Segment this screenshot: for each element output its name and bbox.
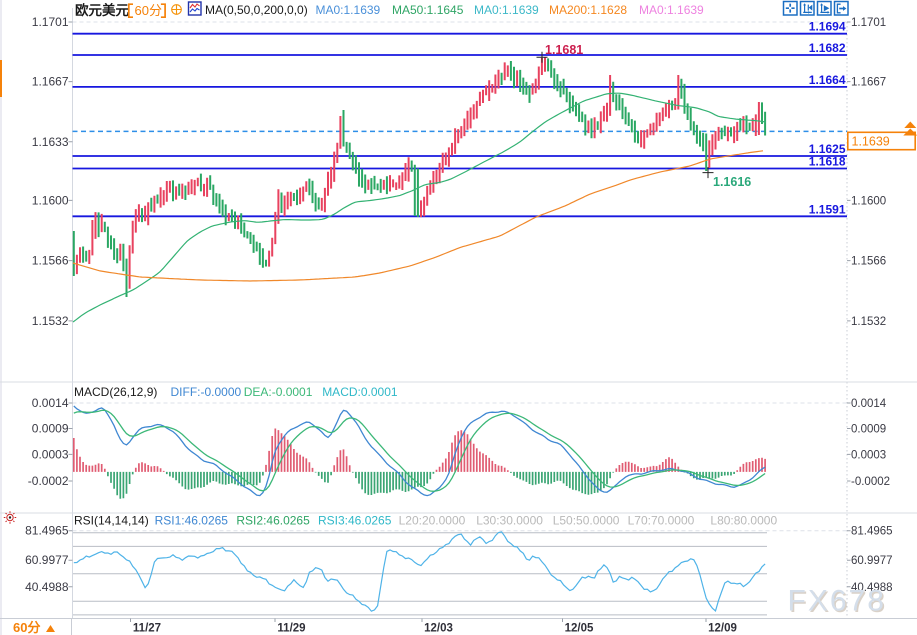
svg-text:1.1664: 1.1664: [809, 73, 846, 87]
svg-text:60.9977: 60.9977: [25, 553, 69, 567]
svg-text:MA0:1.1639: MA0:1.1639: [316, 3, 381, 17]
svg-text:1.1616: 1.1616: [713, 175, 751, 189]
svg-text:60分: 60分: [13, 620, 40, 635]
svg-text:1.1633: 1.1633: [32, 135, 69, 149]
svg-text:L30:30.0000: L30:30.0000: [476, 514, 543, 528]
svg-text:L80:80.0000: L80:80.0000: [710, 514, 777, 528]
svg-text:0.0003: 0.0003: [32, 447, 69, 461]
svg-text:DEA:-0.0001: DEA:-0.0001: [244, 385, 313, 399]
svg-text:1.1618: 1.1618: [809, 155, 846, 169]
svg-text:MA200:1.1628: MA200:1.1628: [549, 3, 627, 17]
svg-text:MA(0,50,0,200,0,0): MA(0,50,0,200,0,0): [205, 3, 308, 17]
svg-text:40.4988: 40.4988: [25, 580, 69, 594]
svg-text:40.4988: 40.4988: [851, 582, 893, 594]
svg-text:11/27: 11/27: [133, 623, 161, 635]
svg-text:60分: 60分: [135, 3, 162, 18]
svg-text:0.0009: 0.0009: [851, 424, 886, 436]
svg-text:1.1681: 1.1681: [545, 43, 583, 57]
svg-text:1.1667: 1.1667: [32, 75, 69, 89]
svg-text:L50:50.0000: L50:50.0000: [553, 514, 620, 528]
svg-text:欧元美元: 欧元美元: [75, 2, 129, 18]
svg-text:MA0:1.1639: MA0:1.1639: [474, 3, 539, 17]
svg-text:MA0:1.1639: MA0:1.1639: [639, 3, 704, 17]
svg-text:RSI3:46.0265: RSI3:46.0265: [318, 514, 392, 528]
svg-text:81.4965: 81.4965: [851, 526, 893, 538]
svg-text:12/09: 12/09: [708, 623, 737, 635]
svg-text:1.1667: 1.1667: [851, 77, 886, 89]
svg-text:1.1566: 1.1566: [851, 256, 886, 268]
svg-text:DIFF:-0.0000: DIFF:-0.0000: [171, 385, 242, 399]
svg-text:1.1591: 1.1591: [809, 202, 846, 216]
svg-text:FX678: FX678: [789, 586, 887, 619]
svg-text:-0.0002: -0.0002: [851, 476, 890, 488]
svg-text:60.9977: 60.9977: [851, 555, 893, 567]
svg-text:1.1600: 1.1600: [851, 195, 886, 207]
svg-text:1.1625: 1.1625: [809, 142, 846, 156]
svg-text:1.1682: 1.1682: [809, 41, 846, 55]
svg-text:1.1701: 1.1701: [32, 15, 69, 29]
svg-text:0.0014: 0.0014: [851, 398, 887, 410]
svg-text:1.1532: 1.1532: [851, 316, 886, 328]
svg-text:0.0003: 0.0003: [851, 449, 886, 461]
svg-text:1.1532: 1.1532: [32, 314, 69, 328]
svg-text:FX678: FX678: [788, 585, 886, 618]
svg-text:L20:20.0000: L20:20.0000: [399, 514, 466, 528]
svg-text:-0.0002: -0.0002: [28, 474, 69, 488]
svg-text:0.0009: 0.0009: [32, 422, 69, 436]
svg-text:1.1694: 1.1694: [809, 20, 846, 34]
svg-text:MACD:0.0001: MACD:0.0001: [322, 385, 398, 399]
svg-text:12/05: 12/05: [565, 623, 594, 635]
svg-text:1.1639: 1.1639: [852, 135, 890, 149]
svg-text:0.0014: 0.0014: [32, 396, 69, 410]
svg-text:12/03: 12/03: [424, 623, 453, 635]
svg-text:11/29: 11/29: [277, 623, 305, 635]
svg-text:81.4965: 81.4965: [25, 524, 69, 538]
svg-text:1.1566: 1.1566: [32, 254, 69, 268]
svg-text:1.1701: 1.1701: [851, 17, 886, 29]
svg-text:RSI2:46.0265: RSI2:46.0265: [236, 514, 310, 528]
svg-text:L70:70.0000: L70:70.0000: [628, 514, 695, 528]
svg-text:RSI1:46.0265: RSI1:46.0265: [155, 514, 229, 528]
svg-text:1.1600: 1.1600: [32, 193, 69, 207]
svg-text:MA50:1.1645: MA50:1.1645: [392, 3, 464, 17]
svg-text:MACD(26,12,9): MACD(26,12,9): [74, 385, 157, 399]
svg-text:RSI(14,14,14): RSI(14,14,14): [74, 514, 149, 528]
